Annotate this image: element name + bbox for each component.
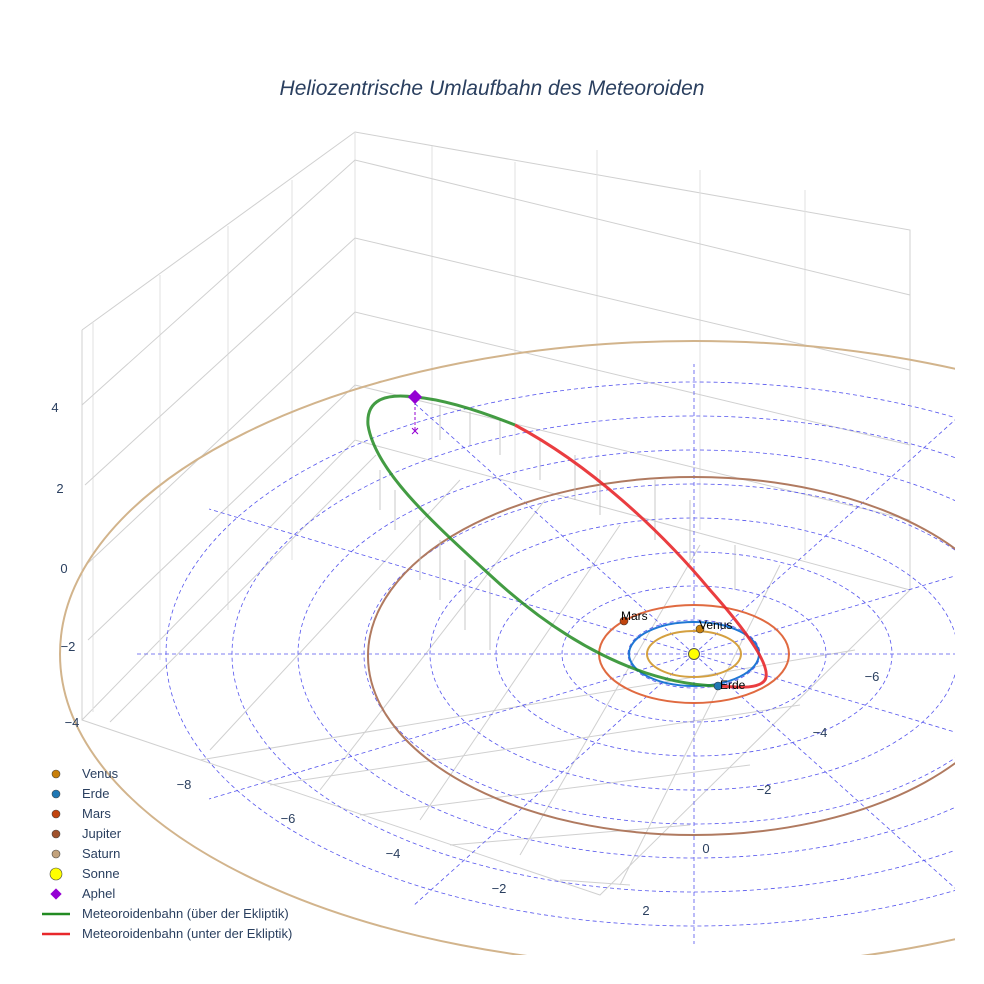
grid-radial [208, 508, 695, 655]
earth-label: Erde [720, 678, 746, 692]
grid-radial [693, 419, 955, 655]
legend[interactable]: Venus Erde Mars Jupiter Saturn Sonne Aphel Mete… [42, 766, 292, 941]
legend-item[interactable]: Mars [51, 806, 111, 821]
legend-item[interactable]: Saturn [51, 846, 120, 861]
z-tick-label: 2 [56, 481, 63, 496]
legend-circle-icon [51, 809, 61, 819]
legend-label: Meteoroidenbahn (über der Ekliptik) [82, 906, 289, 921]
legend-circle-icon [51, 849, 61, 859]
y-tick-label: −6 [865, 669, 880, 684]
axis-ticks: 4 2 0 −2 −4 −8 −6 −4 −2 2 −6 −4 −2 0 [51, 400, 879, 918]
z-tick-label: −4 [65, 715, 80, 730]
legend-item[interactable]: Aphel [50, 886, 115, 901]
legend-circle-icon [49, 867, 63, 881]
legend-diamond-icon [50, 888, 62, 900]
legend-item[interactable]: Venus [51, 766, 119, 781]
chart-title: Heliozentrische Umlaufbahn des Meteoroid… [280, 77, 705, 100]
venus-label: Venus [699, 618, 732, 632]
x-tick-label: −6 [281, 811, 296, 826]
legend-circle-icon [51, 829, 61, 839]
y-tick-label: −4 [813, 725, 828, 740]
legend-label: Saturn [82, 846, 120, 861]
aphel-marker[interactable] [407, 389, 423, 405]
z-tick-label: 0 [60, 561, 67, 576]
x-tick-label: 2 [642, 903, 649, 918]
z-tick-label: −2 [61, 639, 76, 654]
sun-marker[interactable] [688, 648, 700, 660]
legend-label: Sonne [82, 866, 120, 881]
legend-label: Mars [82, 806, 111, 821]
venus-marker[interactable] [695, 624, 705, 634]
grid-radial [693, 575, 955, 655]
x-tick-label: −8 [177, 777, 192, 792]
legend-item[interactable]: Meteoroidenbahn (unter der Ekliptik) [42, 926, 292, 941]
orbit-venus [646, 630, 742, 678]
legend-circle-icon [51, 789, 61, 799]
legend-label: Venus [82, 766, 119, 781]
legend-item[interactable]: Sonne [49, 866, 120, 881]
grid-radial [693, 653, 955, 733]
meteoroid-orbit-above[interactable] [366, 394, 719, 688]
y-tick-label: −2 [757, 782, 772, 797]
legend-item[interactable]: Erde [51, 786, 109, 801]
axis-box [81, 131, 911, 896]
legend-circle-icon [51, 769, 61, 779]
mars-marker[interactable] [619, 616, 629, 626]
legend-label: Aphel [82, 886, 115, 901]
grid-radial [413, 653, 695, 906]
x-tick-label: −4 [386, 846, 401, 861]
y-tick-label: 0 [702, 841, 709, 856]
orbit-jupiter [367, 476, 955, 836]
meteoroid-orbit-below[interactable] [514, 423, 768, 689]
legend-item[interactable]: Jupiter [51, 826, 122, 841]
z-tick-label: 4 [51, 400, 58, 415]
legend-label: Meteoroidenbahn (unter der Ekliptik) [82, 926, 292, 941]
aphel-projection-x-icon: × [411, 423, 420, 440]
legend-label: Jupiter [82, 826, 122, 841]
legend-item[interactable]: Meteoroidenbahn (über der Ekliptik) [42, 906, 289, 921]
grid-ring [561, 585, 827, 723]
x-tick-label: −2 [492, 881, 507, 896]
grid-radial [208, 653, 695, 800]
mars-label: Mars [621, 609, 648, 623]
legend-label: Erde [82, 786, 109, 801]
orbit-saturn [59, 340, 955, 955]
earth-marker[interactable] [713, 681, 723, 691]
